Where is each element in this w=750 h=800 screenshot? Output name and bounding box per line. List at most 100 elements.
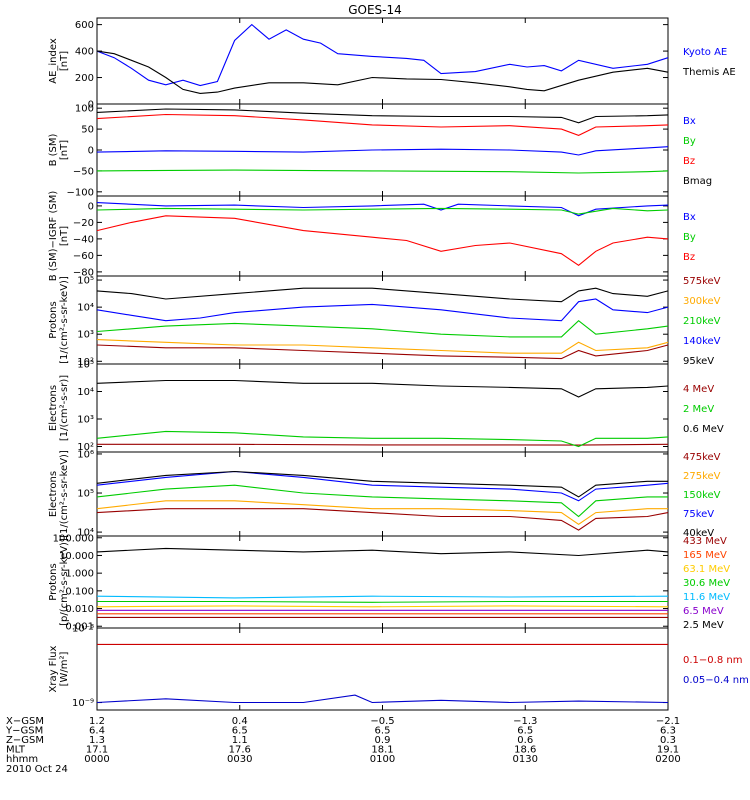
y-tick-label: 0.010 bbox=[65, 604, 94, 615]
y-tick-label: 10⁻⁹ bbox=[72, 698, 94, 709]
ephemeris-value: 18.6 bbox=[514, 745, 536, 756]
ephemeris-value: 6.5 bbox=[517, 726, 533, 737]
y-axis-label: Xray Flux bbox=[48, 645, 59, 692]
panel-protons2: 0.001 0.010 0.100 1.000 10.000 100.000 Protons… bbox=[48, 533, 730, 632]
ephemeris-footer: X−GSM 1.2 0.4 −0.5 −1.3 −2.1 Y−GSM 6.4 6.5 6.5 6.5… bbox=[5, 716, 681, 775]
series-line-275kev bbox=[96, 500, 668, 525]
ephemeris-value: 6.4 bbox=[89, 726, 105, 737]
series-line-2-5-mev bbox=[96, 547, 669, 557]
y-axis-label: Electrons bbox=[48, 471, 59, 517]
y-tick-label: −20 bbox=[73, 218, 94, 229]
y-tick-label: 100.000 bbox=[53, 533, 94, 544]
ephemeris-value: −0.5 bbox=[370, 716, 394, 727]
series-line-75kev bbox=[96, 470, 669, 502]
legend-entry: By bbox=[683, 232, 696, 243]
series-line-4-mev bbox=[97, 443, 669, 446]
y-tick-label: 10⁴ bbox=[77, 387, 94, 398]
y-axis-label: [nT] bbox=[59, 226, 70, 246]
series-line-30-6-mev bbox=[97, 600, 668, 603]
legend-entry: 2.5 MeV bbox=[683, 620, 724, 631]
panel-electrons1: 10² 10³ 10⁴ 10⁵ Electrons [1/(cm²-s-sr)] 4 MeV… bbox=[48, 360, 724, 454]
y-tick-label: 10⁻⁸ bbox=[72, 624, 94, 635]
legend-entry: 275keV bbox=[683, 471, 721, 482]
y-axis-label: B (SM) bbox=[48, 133, 59, 166]
ephemeris-value: 0030 bbox=[227, 754, 252, 765]
ephemeris-value: 18.1 bbox=[371, 745, 393, 756]
legend-entry: 210keV bbox=[683, 316, 721, 327]
ephemeris-value: 0100 bbox=[370, 754, 395, 765]
panel-protons1: 10² 10³ 10⁴ 10⁵ Protons [1/(cm²-s-sr-keV)] 575… bbox=[48, 275, 721, 368]
panel-xray: 10⁻⁹ 10⁻⁸ Xray Flux [W/m²] 0.1−0.8 nm 0.05−0.… bbox=[48, 624, 749, 711]
y-tick-label: 10⁵ bbox=[77, 276, 94, 287]
legend-entry: 150keV bbox=[683, 490, 721, 501]
y-tick-label: 10⁵ bbox=[77, 360, 94, 371]
legend-entry: 2 MeV bbox=[683, 404, 714, 415]
legend-entry: Kyoto AE bbox=[683, 47, 727, 58]
series-line-bx bbox=[96, 202, 669, 217]
y-tick-label: 10³ bbox=[77, 330, 94, 341]
legend-entry: 63.1 MeV bbox=[683, 564, 730, 575]
ephemeris-value: 0.3 bbox=[660, 735, 676, 746]
series-line-95kev bbox=[96, 287, 669, 303]
series-line-bx bbox=[96, 146, 669, 156]
ephemeris-value: 0000 bbox=[84, 754, 109, 765]
ephemeris-value: −1.3 bbox=[513, 716, 537, 727]
y-tick-label: 100 bbox=[75, 104, 94, 115]
panel-frame bbox=[96, 195, 669, 277]
y-tick-label: 0 bbox=[88, 100, 94, 111]
legend-entry: 4 MeV bbox=[683, 384, 714, 395]
y-tick-label: 1.000 bbox=[65, 569, 94, 580]
legend-entry: 0.05−0.4 nm bbox=[683, 675, 749, 686]
y-axis-label: AE_index bbox=[48, 38, 59, 84]
series-line-by bbox=[96, 169, 669, 174]
ephemeris-value: 0.6 bbox=[517, 735, 533, 746]
ephemeris-value: 19.1 bbox=[657, 745, 679, 756]
y-tick-label: −100 bbox=[67, 187, 94, 198]
y-tick-label: −80 bbox=[73, 267, 94, 278]
legend-entry: Bmag bbox=[683, 176, 712, 187]
ephemeris-value: 0.9 bbox=[375, 735, 391, 746]
series-line-by bbox=[96, 207, 669, 215]
ephemeris-value: 0200 bbox=[655, 754, 680, 765]
legend-entry: 95keV bbox=[683, 356, 714, 367]
y-axis-label: [1/(cm²-s-sr-keV)] bbox=[59, 450, 70, 538]
series-line-575kev bbox=[96, 344, 669, 360]
series-line-themis-ae bbox=[96, 50, 669, 94]
y-tick-label: 0.001 bbox=[65, 622, 94, 633]
legend-entry: 140keV bbox=[683, 336, 721, 347]
series-line-210kev bbox=[96, 319, 669, 338]
series-line-0-05-0-4-nm bbox=[96, 694, 669, 704]
legend-entry: 75keV bbox=[683, 509, 714, 520]
panel-bigrf: −80 −60 −40 −20 0 B (SM)−IGRF (SM) [nT] Bx By Bz bbox=[48, 191, 696, 282]
y-axis-label: B (SM)−IGRF (SM) bbox=[48, 191, 59, 282]
series-line-140kev bbox=[96, 298, 669, 322]
ephemeris-value: 0.4 bbox=[232, 716, 248, 727]
panel-electrons2: 10⁴ 10⁵ 10⁶ Electrons [1/(cm²-s-sr-keV)] 475k… bbox=[48, 449, 721, 539]
legend-entry: 0.6 MeV bbox=[683, 424, 724, 435]
y-tick-label: 10² bbox=[77, 442, 94, 453]
series-line-63-1-mev bbox=[96, 605, 669, 608]
legend-entry: 475keV bbox=[683, 452, 721, 463]
y-axis-label: [1/(cm²-s-sr)] bbox=[59, 375, 70, 441]
legend-entry: Themis AE bbox=[682, 67, 736, 78]
y-axis-label: [p/(cm²-s-sr-keV)] bbox=[59, 538, 70, 626]
y-tick-label: 0.100 bbox=[65, 586, 94, 597]
legend-entry: Bx bbox=[683, 116, 696, 127]
y-tick-label: −50 bbox=[73, 166, 94, 177]
y-axis-label: Protons bbox=[48, 301, 59, 338]
legend-entry: 11.6 MeV bbox=[683, 592, 730, 603]
y-tick-label: 10⁶ bbox=[77, 449, 94, 460]
y-tick-label: 10² bbox=[77, 357, 94, 368]
series-line-11-6-mev bbox=[96, 595, 669, 599]
ephemeris-value: 17.6 bbox=[229, 745, 251, 756]
legend-entry: 165 MeV bbox=[683, 550, 727, 561]
series-line-0-6-mev bbox=[96, 379, 669, 398]
panel-bsm: −100 −50 0 50 100 B (SM) [nT] Bx By Bz Bmag bbox=[48, 103, 712, 198]
y-tick-label: 10³ bbox=[77, 415, 94, 426]
series-line-300kev bbox=[96, 339, 669, 354]
y-tick-label: 0 bbox=[88, 146, 94, 157]
ephemeris-value: 6.5 bbox=[232, 726, 248, 737]
ephemeris-row-label: X−GSM bbox=[6, 716, 44, 727]
